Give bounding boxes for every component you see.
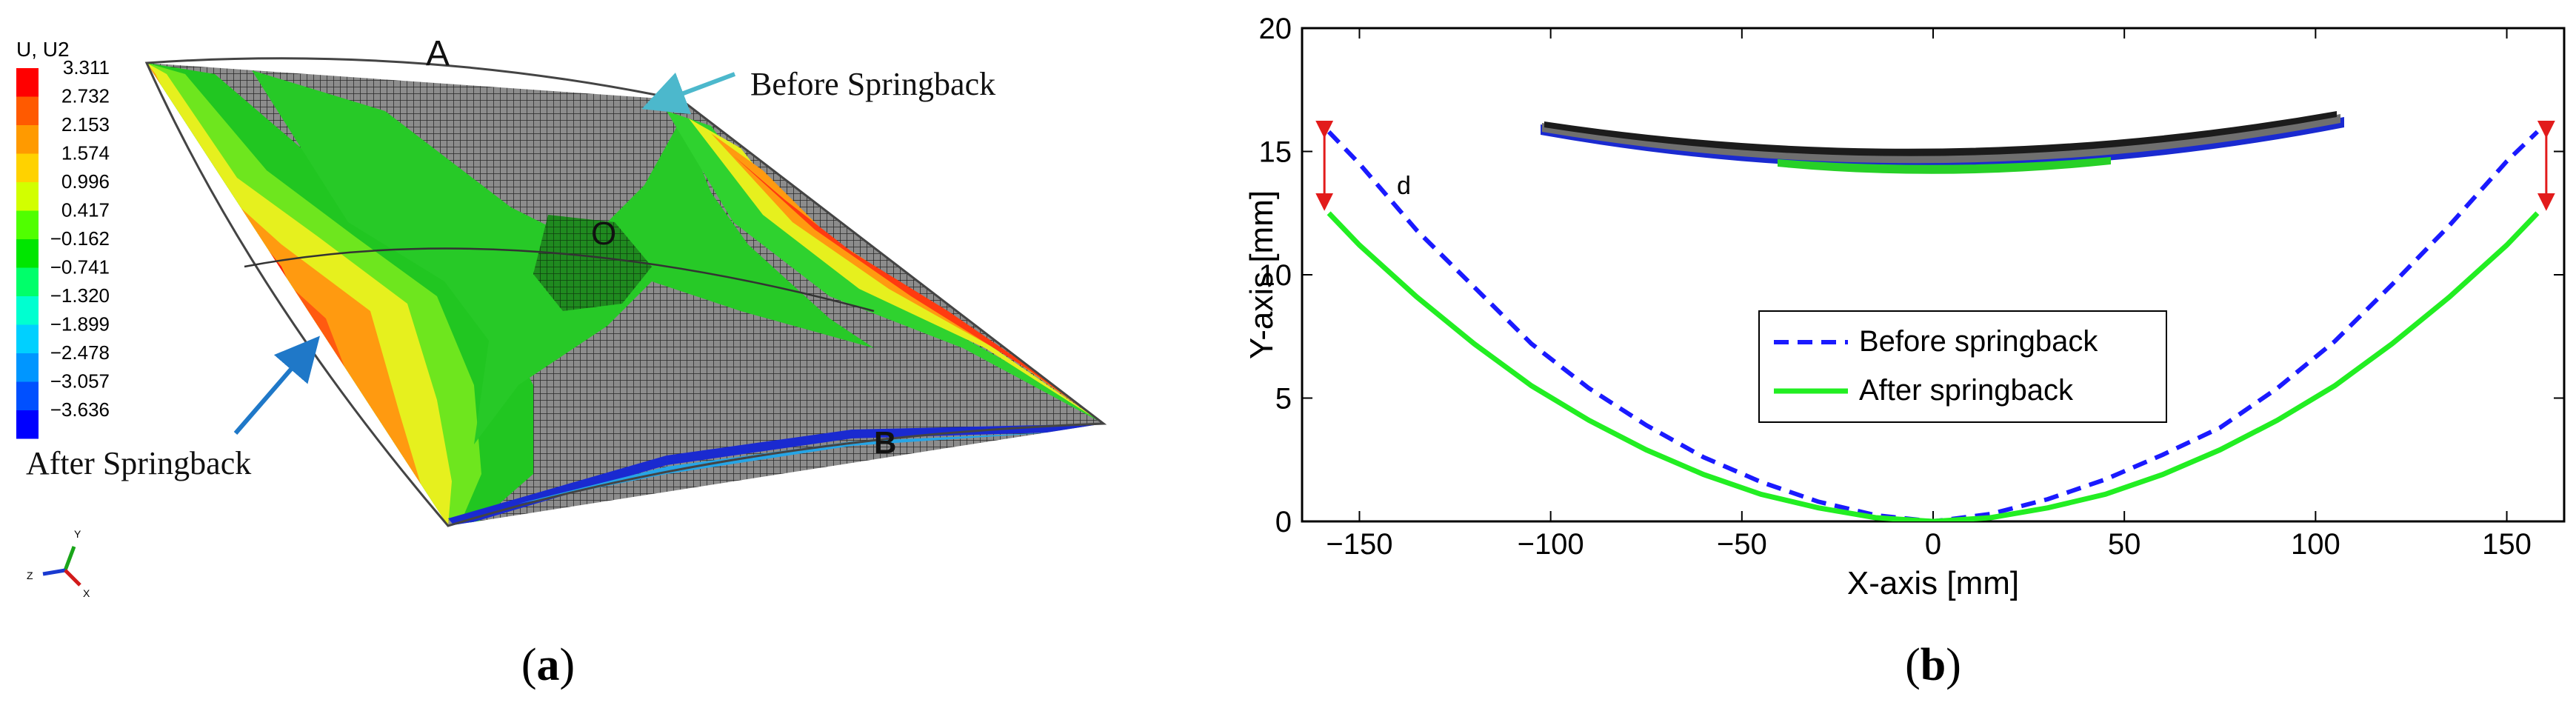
legend-value: 2.732 (61, 85, 110, 107)
legend-value: 0.996 (61, 170, 110, 193)
legend-value: −1.320 (50, 284, 110, 307)
series-before-springback (1327, 130, 2539, 521)
legend-value: −3.636 (50, 398, 110, 421)
contour-band-red-right (733, 156, 1104, 424)
series-after-springback (1327, 211, 2540, 521)
legend-swatch (16, 296, 39, 325)
label-point-b: B (874, 425, 896, 460)
legend-swatch (16, 410, 39, 439)
legend-value: −2.478 (50, 341, 110, 364)
legend-swatch (16, 68, 39, 97)
legend-value: 3.311 (63, 56, 110, 79)
axis-ticks: −150 −100 −50 0 50 100 150 0 5 10 15 20 (1259, 13, 2564, 561)
legend-title: U, U2 (16, 38, 70, 61)
chart-legend: Before springback After springback (1758, 310, 2167, 423)
before-springback-arrow (641, 72, 736, 115)
legend-value: −1.899 (50, 313, 110, 336)
legend-swatch (16, 267, 39, 296)
legend-swatch (16, 353, 39, 382)
x-tick-label: 150 (2482, 528, 2532, 561)
x-tick-label: −50 (1717, 528, 1767, 561)
contour-band-red-left (147, 63, 448, 526)
legend-label-after: After springback (1859, 374, 2074, 407)
triad-y-label: Y (74, 528, 81, 540)
y-tick-label: 20 (1259, 13, 1292, 45)
legend-swatch (16, 153, 39, 182)
legend-swatch (16, 182, 39, 211)
legend-value: −3.057 (50, 370, 110, 393)
legend-swatch (16, 96, 39, 125)
caption-a: (a) (521, 640, 575, 690)
after-springback-arrow (233, 336, 320, 435)
y-tick-label: 5 (1275, 383, 1292, 415)
y-axis-label: Y-axis [mm] (1244, 190, 1280, 359)
after-springback-label: After Springback (26, 445, 251, 481)
d-label: d (1397, 172, 1411, 200)
legend-label-before: Before springback (1859, 325, 2098, 358)
panel-a: U, U2 3.311 2.732 2.153 1.574 0.996 0.417 −0.1… (16, 34, 1107, 690)
legend-value: −0.162 (50, 227, 110, 250)
sheet-outline (144, 57, 1107, 527)
plot-area (1301, 27, 2566, 523)
legend-value: 2.153 (61, 113, 110, 136)
legend-swatch (16, 125, 39, 154)
triad-z-label: Z (27, 570, 33, 581)
coordinate-triad-icon: Y Z X (27, 528, 90, 599)
label-point-a: A (426, 34, 450, 73)
panel-b: −150 −100 −50 0 50 100 150 0 5 10 15 20 d Before sp… (1244, 13, 2566, 690)
x-tick-label: 50 (2108, 528, 2141, 561)
x-tick-label: −100 (1518, 528, 1584, 561)
legend-color-scale: 3.311 2.732 2.153 1.574 0.996 0.417 −0.162 −0.7… (16, 56, 110, 439)
label-point-o: O (591, 216, 616, 252)
contour-center-mesh (533, 215, 652, 311)
y-tick-label: 15 (1259, 136, 1292, 169)
legend-swatch (16, 324, 39, 353)
y-tick-label: 0 (1275, 506, 1292, 538)
before-springback-label: Before Springback (750, 66, 995, 102)
x-tick-label: −150 (1326, 528, 1392, 561)
legend-swatch (16, 381, 39, 410)
x-axis-label: X-axis [mm] (1847, 565, 2019, 601)
triad-x-label: X (83, 587, 90, 599)
legend-value: 0.417 (61, 199, 110, 221)
y-tick-label: 10 (1259, 259, 1292, 292)
x-tick-label: 0 (1925, 528, 1941, 561)
legend-swatch (16, 239, 39, 268)
legend-value: 1.574 (61, 142, 110, 164)
caption-b: (b) (1905, 640, 1961, 690)
contour-band-blue-edge (448, 424, 1104, 526)
fe-contour-sheet (144, 57, 1107, 527)
x-tick-label: 100 (2291, 528, 2340, 561)
sheet-midline (244, 247, 875, 313)
legend-value: −0.741 (50, 256, 110, 278)
inset-sheet-side-view (1541, 111, 2344, 174)
legend-swatch (16, 210, 39, 239)
